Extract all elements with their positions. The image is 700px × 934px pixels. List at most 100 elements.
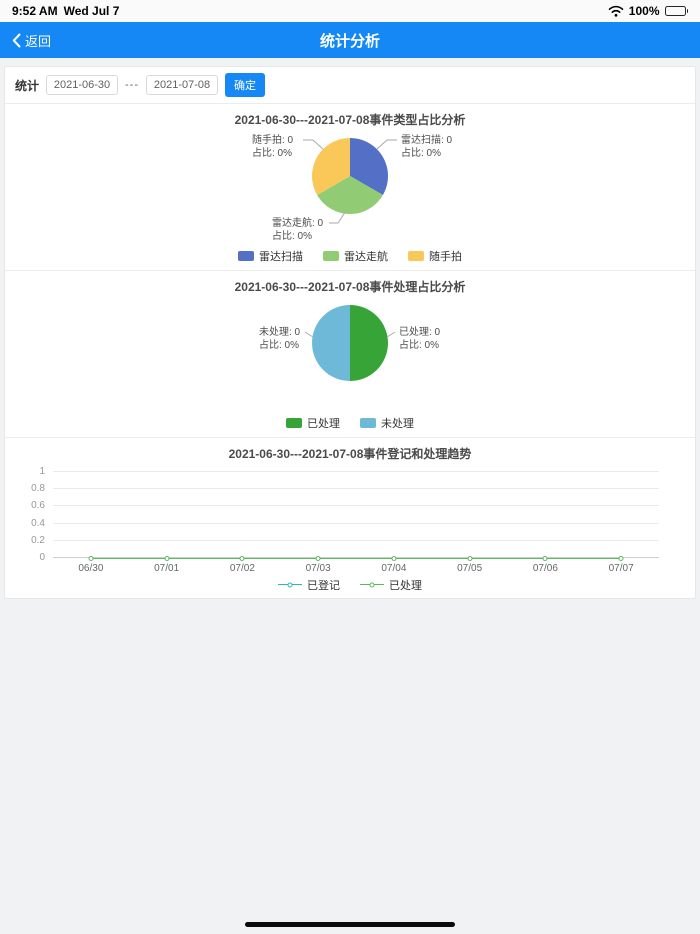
data-point-marker bbox=[315, 556, 321, 561]
pie-slice-radar-scan[interactable] bbox=[350, 138, 388, 195]
event-processing-pie-title: 2021-06-30---2021-07-08事件处理占比分析 bbox=[234, 280, 466, 294]
legend-item-radar-scan[interactable]: 雷达扫描 bbox=[238, 248, 303, 264]
nav-bar: 返回 统计分析 bbox=[0, 22, 700, 58]
back-label: 返回 bbox=[25, 33, 52, 49]
pie-label-name: 雷达扫描: 0 bbox=[401, 135, 453, 146]
x-tick-label: 07/05 bbox=[457, 563, 483, 574]
pie-label-name: 未处理: 0 bbox=[259, 327, 301, 338]
legend-label: 已处理 bbox=[389, 579, 422, 592]
label-leader-line bbox=[303, 139, 324, 150]
pie-label-processed: 已处理: 0 占比: 0% bbox=[399, 326, 440, 352]
x-tick-label: 07/07 bbox=[608, 563, 634, 574]
legend-line-icon bbox=[360, 580, 384, 590]
data-point-marker bbox=[618, 556, 624, 561]
legend-line-icon bbox=[278, 580, 302, 590]
status-time: 9:52 AM bbox=[12, 4, 58, 18]
start-date-input[interactable] bbox=[46, 75, 119, 95]
legend-swatch bbox=[323, 251, 339, 261]
back-chevron-icon bbox=[12, 33, 21, 47]
section-divider bbox=[5, 103, 695, 104]
trend-line-title: 2021-06-30---2021-07-08事件登记和处理趋势 bbox=[228, 447, 472, 461]
legend-item-handled[interactable]: 已处理 bbox=[360, 577, 422, 593]
pie-slice-processed[interactable] bbox=[350, 305, 388, 381]
x-tick-label: 07/04 bbox=[381, 563, 407, 574]
trend-series-line bbox=[90, 557, 622, 559]
gridline bbox=[53, 488, 659, 490]
pie-label-name: 随手拍: 0 bbox=[252, 135, 294, 146]
event-processing-pie-svg bbox=[304, 305, 396, 381]
x-tick-label: 07/01 bbox=[154, 563, 180, 574]
label-leader-line bbox=[376, 139, 397, 150]
legend-swatch bbox=[238, 251, 254, 261]
legend-item-radar-cruise[interactable]: 雷达走航 bbox=[323, 248, 388, 264]
gridline bbox=[53, 471, 659, 472]
event-type-pie-svg bbox=[303, 138, 397, 224]
y-tick-label: 0.6 bbox=[31, 500, 45, 512]
pie-label-percent: 占比: 0% bbox=[259, 340, 300, 351]
legend-label: 雷达扫描 bbox=[259, 251, 303, 263]
status-time-date: 9:52 AM Wed Jul 7 bbox=[12, 4, 119, 18]
page-content: 统计 --- 确定 2021-06-30---2021-07-08事件类型占比分… bbox=[0, 58, 700, 607]
pie-slice-snapshot[interactable] bbox=[312, 138, 350, 195]
pie-label-percent: 占比: 0% bbox=[252, 148, 293, 159]
x-axis-labels: 06/30 07/01 07/02 07/03 07/04 07/05 07/06 07/07 bbox=[53, 563, 659, 574]
pie-label-name: 雷达走航: 0 bbox=[272, 218, 324, 229]
x-tick-label: 07/03 bbox=[305, 563, 331, 574]
y-tick-label: 0.8 bbox=[31, 483, 45, 495]
section-divider bbox=[5, 437, 695, 438]
data-point-marker bbox=[239, 556, 245, 561]
legend-item-snapshot[interactable]: 随手拍 bbox=[408, 248, 462, 264]
wifi-icon bbox=[608, 5, 624, 17]
data-point-marker bbox=[467, 556, 473, 561]
gridline bbox=[53, 557, 659, 558]
gridline bbox=[53, 522, 659, 524]
legend-swatch bbox=[360, 418, 376, 428]
event-type-pie-section: 2021-06-30---2021-07-08事件类型占比分析 雷达扫描: 0 … bbox=[5, 104, 695, 270]
back-button[interactable]: 返回 bbox=[12, 22, 51, 58]
trend-line-section: 2021-06-30---2021-07-08事件登记和处理趋势 0 0.2 0.4… bbox=[5, 438, 695, 598]
legend-item-registered[interactable]: 已登记 bbox=[278, 577, 340, 593]
home-indicator[interactable] bbox=[245, 922, 455, 927]
legend-item-unprocessed[interactable]: 未处理 bbox=[360, 415, 414, 431]
pie-label-percent: 占比: 0% bbox=[272, 231, 313, 242]
data-point-marker bbox=[391, 556, 397, 561]
date-filter-row: 统计 --- 确定 bbox=[5, 67, 695, 103]
event-type-pie-chart: 雷达扫描: 0 占比: 0% 随手拍: 0 占比: 0% 雷达走航: 0 占比:… bbox=[120, 126, 580, 246]
pie-label-percent: 占比: 0% bbox=[401, 148, 442, 159]
data-point-marker bbox=[88, 556, 94, 561]
event-processing-pie-chart: 未处理: 0 占比: 0% 已处理: 0 占比: 0% bbox=[120, 293, 580, 413]
y-tick-label: 1 bbox=[39, 466, 45, 477]
status-bar: 9:52 AM Wed Jul 7 100% bbox=[0, 0, 700, 22]
x-tick-label: 07/06 bbox=[532, 563, 558, 574]
legend-item-processed[interactable]: 已处理 bbox=[286, 415, 340, 431]
event-processing-legend: 已处理 未处理 bbox=[5, 413, 695, 437]
y-tick-label: 0 bbox=[39, 552, 45, 563]
end-date-input[interactable] bbox=[146, 75, 219, 95]
page-title: 统计分析 bbox=[319, 32, 380, 50]
x-tick-label: 06/30 bbox=[78, 563, 104, 574]
status-indicators: 100% bbox=[608, 4, 688, 18]
legend-label: 未处理 bbox=[381, 418, 414, 430]
data-point-marker bbox=[164, 556, 170, 561]
section-divider bbox=[5, 270, 695, 271]
y-tick-label: 0.2 bbox=[31, 534, 45, 546]
trend-legend: 已登记 已处理 bbox=[5, 574, 695, 598]
label-leader-line bbox=[304, 331, 314, 338]
legend-label: 已处理 bbox=[307, 418, 340, 430]
date-range-separator: --- bbox=[125, 79, 140, 91]
legend-label: 雷达走航 bbox=[344, 251, 388, 263]
pie-label-unprocessed: 未处理: 0 占比: 0% bbox=[259, 326, 300, 352]
legend-label: 已登记 bbox=[307, 579, 340, 592]
label-leader-line bbox=[386, 331, 396, 338]
confirm-button[interactable]: 确定 bbox=[225, 73, 266, 97]
pie-slice-unprocessed[interactable] bbox=[312, 305, 350, 381]
filter-label: 统计 bbox=[15, 78, 40, 93]
gridline bbox=[53, 539, 659, 541]
legend-swatch bbox=[408, 251, 424, 261]
data-point-marker bbox=[542, 556, 548, 561]
pie-label-percent: 占比: 0% bbox=[399, 340, 440, 351]
pie-slice-radar-cruise[interactable] bbox=[317, 176, 383, 214]
pie-label-radar-cruise: 雷达走航: 0 占比: 0% bbox=[272, 217, 323, 243]
statistics-card: 统计 --- 确定 2021-06-30---2021-07-08事件类型占比分… bbox=[4, 66, 696, 599]
